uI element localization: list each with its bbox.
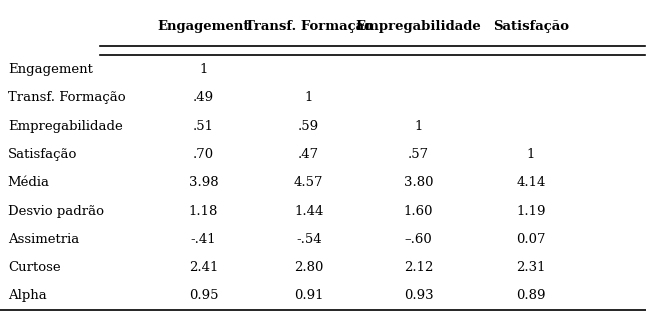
Text: 1.60: 1.60 [404,204,433,217]
Text: 3.98: 3.98 [189,176,218,189]
Text: 0.95: 0.95 [189,289,218,302]
Text: 1.19: 1.19 [516,204,546,217]
Text: 0.93: 0.93 [404,289,433,302]
Text: 2.80: 2.80 [294,261,324,274]
Text: Engagement: Engagement [158,20,249,34]
Text: Empregabilidade: Empregabilidade [8,120,123,133]
Text: –.60: –.60 [405,233,432,246]
Text: -.54: -.54 [296,233,322,246]
Text: 1: 1 [200,63,207,76]
Text: Engagement: Engagement [8,63,92,76]
Text: Transf. Formação: Transf. Formação [8,91,125,104]
Text: 1: 1 [305,91,313,104]
Text: .49: .49 [193,91,214,104]
Text: -.41: -.41 [191,233,216,246]
Text: Média: Média [8,176,50,189]
Text: Empregabilidade: Empregabilidade [356,20,481,34]
Text: .51: .51 [193,120,214,133]
Text: .57: .57 [408,148,429,161]
Text: 2.41: 2.41 [189,261,218,274]
Text: 1: 1 [415,120,422,133]
Text: .70: .70 [193,148,214,161]
Text: 4.14: 4.14 [516,176,546,189]
Text: 3.80: 3.80 [404,176,433,189]
Text: Assimetria: Assimetria [8,233,79,246]
Text: 1: 1 [527,148,535,161]
Text: Curtose: Curtose [8,261,60,274]
Text: Satisfação: Satisfação [493,20,569,34]
Text: 2.12: 2.12 [404,261,433,274]
Text: Desvio padrão: Desvio padrão [8,204,104,217]
Text: 0.91: 0.91 [294,289,324,302]
Text: 0.89: 0.89 [516,289,546,302]
Text: Alpha: Alpha [8,289,47,302]
Text: 0.07: 0.07 [516,233,546,246]
Text: 1.18: 1.18 [189,204,218,217]
Text: 1.44: 1.44 [294,204,324,217]
Text: Transf. Formação: Transf. Formação [245,20,373,34]
Text: .59: .59 [298,120,319,133]
Text: 4.57: 4.57 [294,176,324,189]
Text: Satisfação: Satisfação [8,148,77,161]
Text: 2.31: 2.31 [516,261,546,274]
Text: .47: .47 [298,148,319,161]
